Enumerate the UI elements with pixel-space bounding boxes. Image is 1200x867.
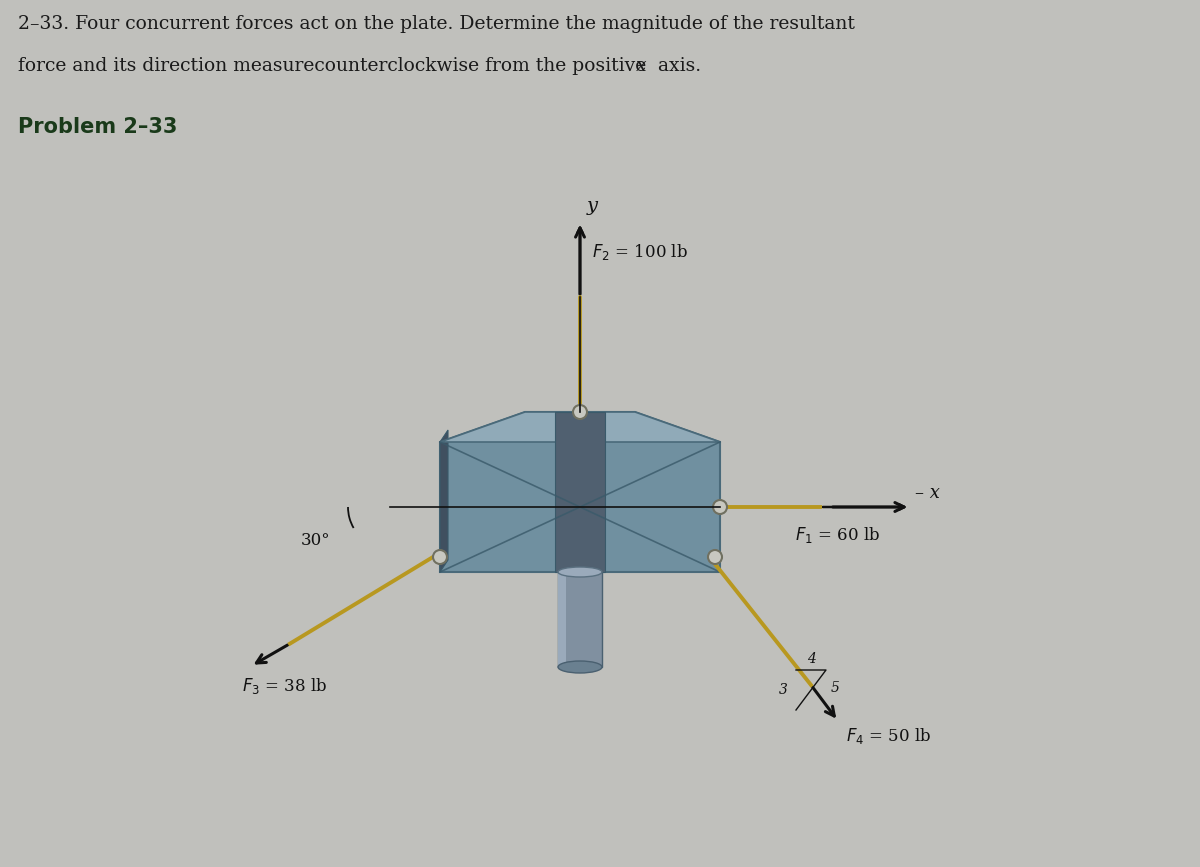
- Polygon shape: [440, 412, 720, 572]
- Text: 3: 3: [779, 683, 788, 697]
- Ellipse shape: [558, 567, 602, 577]
- Text: Problem 2–33: Problem 2–33: [18, 117, 178, 137]
- Circle shape: [433, 550, 448, 564]
- Polygon shape: [440, 430, 448, 572]
- Text: $F_3$ = 38 lb: $F_3$ = 38 lb: [242, 675, 328, 695]
- Text: $F_4$ = 50 lb: $F_4$ = 50 lb: [846, 726, 931, 746]
- Text: 4: 4: [806, 652, 816, 666]
- Ellipse shape: [558, 661, 602, 673]
- Text: 2–33. Four concurrent forces act on the plate. Determine the magnitude of the re: 2–33. Four concurrent forces act on the …: [18, 15, 854, 33]
- Text: 30°: 30°: [300, 532, 330, 549]
- Text: $F_1$ = 60 lb: $F_1$ = 60 lb: [794, 525, 881, 545]
- Polygon shape: [558, 572, 602, 667]
- Polygon shape: [440, 412, 720, 442]
- Text: force and its direction measurecounterclockwise from the positive: force and its direction measurecountercl…: [18, 57, 653, 75]
- Text: y: y: [587, 197, 598, 215]
- Text: – x: – x: [916, 484, 940, 502]
- Polygon shape: [554, 412, 605, 572]
- Text: 5: 5: [830, 681, 840, 695]
- Text: x: x: [636, 57, 647, 75]
- Circle shape: [708, 550, 722, 564]
- Circle shape: [713, 500, 727, 514]
- Text: axis.: axis.: [652, 57, 701, 75]
- Text: $F_2$ = 100 lb: $F_2$ = 100 lb: [592, 242, 688, 262]
- Polygon shape: [558, 572, 566, 667]
- Circle shape: [574, 405, 587, 419]
